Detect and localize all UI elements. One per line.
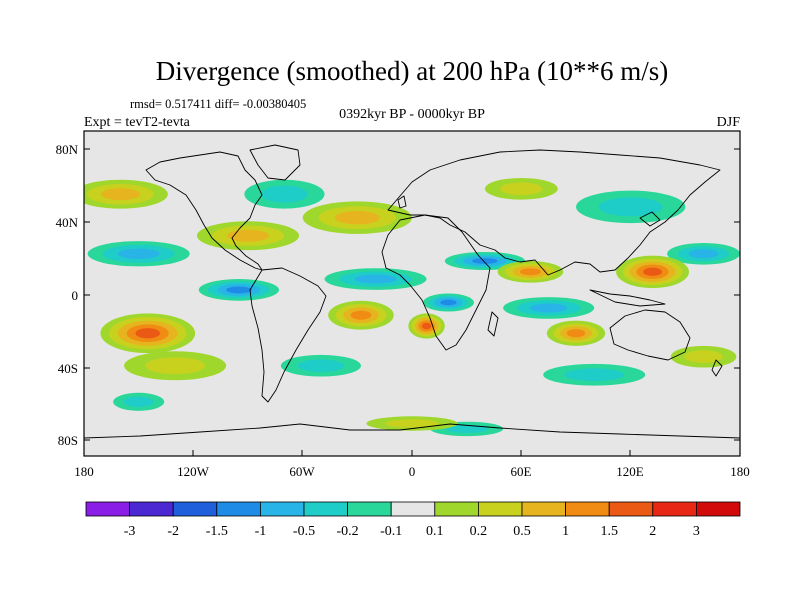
convergence-contour-band <box>354 274 397 284</box>
divergence-contour-band <box>500 182 543 196</box>
divergence-contour-band <box>385 419 439 428</box>
colorbar-swatch <box>652 501 697 517</box>
colorbar-swatch <box>216 501 261 517</box>
experiment-label: Expt = tevT2-tevta <box>84 115 191 130</box>
coastline-japan <box>639 211 661 227</box>
colorbar-label: 0.1 <box>426 524 444 539</box>
convergence-contour-band <box>688 249 719 259</box>
y-tick-label: 40N <box>56 215 79 230</box>
map-background <box>84 131 740 456</box>
x-tick-label: 0 <box>409 464 416 479</box>
x-axis-ticks <box>83 450 741 456</box>
colorbar-swatch <box>303 501 348 517</box>
coastline-north-america <box>145 151 263 271</box>
divergence-contour-band <box>334 210 380 225</box>
colorbar-label: 0.5 <box>513 524 531 539</box>
y-tick-label: 80N <box>56 142 79 157</box>
x-tick-label: 180 <box>74 464 94 479</box>
convergence-contour-band <box>472 258 498 264</box>
convergence-contour-band <box>261 185 308 203</box>
colorbar-swatch <box>259 501 305 517</box>
colorbar-label: 3 <box>693 524 700 539</box>
colorbar-label: -2 <box>167 524 179 539</box>
coastlines <box>84 144 740 439</box>
colorbar-label: -0.2 <box>337 524 359 539</box>
y-tick-label: 0 <box>72 288 79 303</box>
colorbar-label: 0.2 <box>470 524 488 539</box>
colorbar-swatch <box>390 501 436 517</box>
colorbar-label: -1 <box>255 524 267 539</box>
convergence-contour-band <box>123 396 154 408</box>
y-axis-ticks <box>84 148 740 441</box>
colorbar-label: 2 <box>649 524 656 539</box>
x-tick-label: 60E <box>511 464 532 479</box>
divergence-contour-band <box>566 329 586 338</box>
coastline-madagascar <box>487 311 499 337</box>
colorbar-label: -0.5 <box>293 524 315 539</box>
colorbar-label: -0.1 <box>380 524 402 539</box>
colorbar-label: -3 <box>124 524 136 539</box>
colorbar-label: 1 <box>562 524 569 539</box>
divergence-contour-band <box>226 229 270 242</box>
divergence-contour-band <box>350 310 372 320</box>
coastline-uk <box>397 195 407 209</box>
colorbar-swatch <box>85 501 130 517</box>
colorbar-swatch <box>565 501 610 517</box>
convergence-contour-band <box>297 359 345 373</box>
divergence-contour-band <box>100 188 140 201</box>
divergence-contour-band <box>145 357 205 375</box>
colorbar-label: 1.5 <box>600 524 618 539</box>
divergence-contour-band <box>421 322 432 330</box>
season-label: DJF <box>717 115 741 130</box>
convergence-contour-band <box>598 197 663 217</box>
figure-title: Divergence (smoothed) at 200 hPa (10**6 … <box>156 56 668 86</box>
convergence-contour-band <box>529 303 568 313</box>
x-tick-label: 60W <box>289 464 315 479</box>
colorbar-swatch <box>696 501 741 517</box>
convergence-contour-band <box>226 286 252 294</box>
convergence-contour-band <box>445 424 488 434</box>
colorbar-labels: -3 -2 -1.5 -1 -0.5 -0.2 -0.1 0.1 0.2 0.5 1 1.5 2 3 <box>124 524 700 539</box>
coastline-south-america <box>249 267 327 403</box>
divergence-contour-band <box>135 328 161 339</box>
colorbar-swatch <box>172 501 218 517</box>
divergence-field <box>84 177 740 437</box>
y-tick-labels: 80N 40N 0 40S 80S <box>56 142 79 448</box>
colorbar-label: -1.5 <box>206 524 228 539</box>
colorbar-swatch <box>434 501 479 517</box>
colorbar-swatch <box>129 501 174 517</box>
stats-label: rmsd= 0.517411 diff= -0.00380405 <box>130 97 306 111</box>
coastline-australia <box>609 309 691 361</box>
coastline-indonesia <box>589 289 666 307</box>
convergence-contour-band <box>564 368 624 382</box>
coastline-antarctica <box>84 423 740 439</box>
x-tick-label: 120E <box>616 464 644 479</box>
divergence-contour-band <box>520 268 541 276</box>
coastline-new-zealand <box>711 359 723 377</box>
colorbar-swatch <box>477 501 523 517</box>
colorbar-swatch <box>347 501 392 517</box>
y-tick-label: 80S <box>58 433 78 448</box>
x-tick-labels: 180 120W 60W 0 60E 120E 180 <box>74 464 750 479</box>
colorbar <box>85 501 741 517</box>
colorbar-swatch <box>521 501 566 517</box>
convergence-contour-band <box>117 248 160 259</box>
coastline-europe-asia <box>387 149 721 276</box>
period-label: 0392kyr BP - 0000kyr BP <box>339 107 485 122</box>
coastline-africa <box>381 214 491 351</box>
coastline-greenland <box>249 144 301 181</box>
y-tick-label: 40S <box>58 361 78 376</box>
convergence-contour-band <box>440 299 457 306</box>
divergence-contour-band <box>684 350 723 364</box>
divergence-contour-band <box>643 267 662 277</box>
x-tick-label: 120W <box>177 464 210 479</box>
colorbar-swatch <box>608 501 654 517</box>
x-tick-label: 180 <box>730 464 750 479</box>
